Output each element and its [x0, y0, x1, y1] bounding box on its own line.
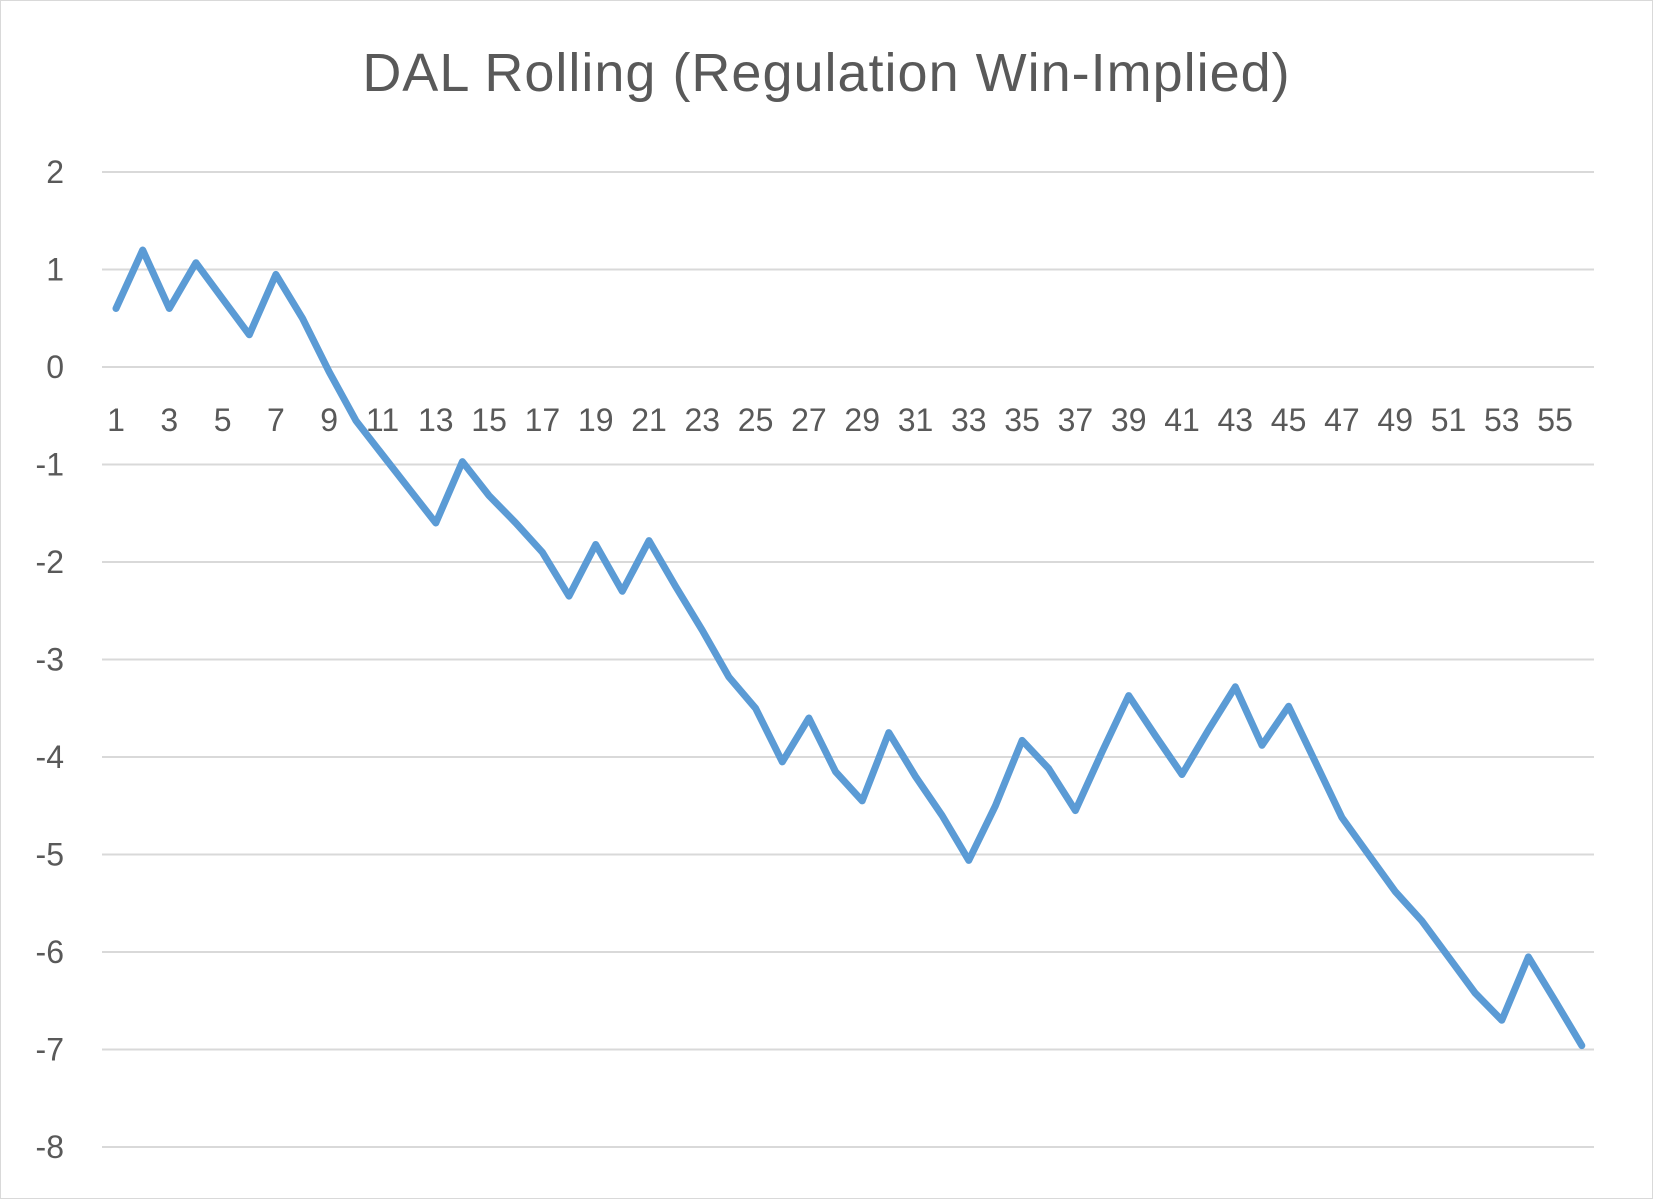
y-tick-label: -3 [36, 642, 64, 678]
x-tick-label: 7 [267, 402, 285, 438]
x-tick-label: 33 [951, 402, 987, 438]
x-tick-label: 17 [525, 402, 561, 438]
x-tick-label: 15 [471, 402, 507, 438]
y-tick-label: -2 [36, 544, 64, 580]
series-line [112, 246, 1586, 1050]
x-tick-label: 49 [1377, 402, 1413, 438]
x-tick-label: 43 [1218, 402, 1254, 438]
x-tick-label: 27 [791, 402, 827, 438]
y-tick-label: -1 [36, 447, 64, 483]
x-tick-label: 47 [1324, 402, 1360, 438]
x-tick-label: 51 [1431, 402, 1467, 438]
x-tick-label: 55 [1537, 402, 1573, 438]
x-tick-label: 35 [1004, 402, 1040, 438]
x-tick-label: 41 [1164, 402, 1200, 438]
x-tick-label: 29 [844, 402, 880, 438]
x-tick-label: 39 [1111, 402, 1147, 438]
y-tick-label: -8 [36, 1129, 64, 1165]
x-tick-label: 53 [1484, 402, 1520, 438]
y-tick-label: -4 [36, 739, 64, 775]
x-tick-label: 13 [418, 402, 454, 438]
y-tick-label: -6 [36, 934, 64, 970]
y-tick-label: -7 [36, 1032, 64, 1068]
x-tick-label: 37 [1058, 402, 1094, 438]
x-tick-label: 3 [160, 402, 178, 438]
x-tick-label: 9 [320, 402, 338, 438]
x-tick-label: 31 [898, 402, 934, 438]
y-tick-label: 2 [46, 154, 64, 190]
y-tick-label: 0 [46, 349, 64, 385]
y-tick-label: 1 [46, 252, 64, 288]
x-tick-label: 23 [685, 402, 721, 438]
x-tick-label: 11 [366, 402, 399, 438]
x-tick-label: 21 [631, 402, 667, 438]
x-tick-label: 1 [107, 402, 125, 438]
x-tick-label: 5 [214, 402, 232, 438]
y-tick-label: -5 [36, 837, 64, 873]
x-tick-label: 25 [738, 402, 774, 438]
x-tick-label: 19 [578, 402, 614, 438]
chart-title: DAL Rolling (Regulation Win-Implied) [362, 43, 1291, 103]
x-tick-label: 45 [1271, 402, 1307, 438]
